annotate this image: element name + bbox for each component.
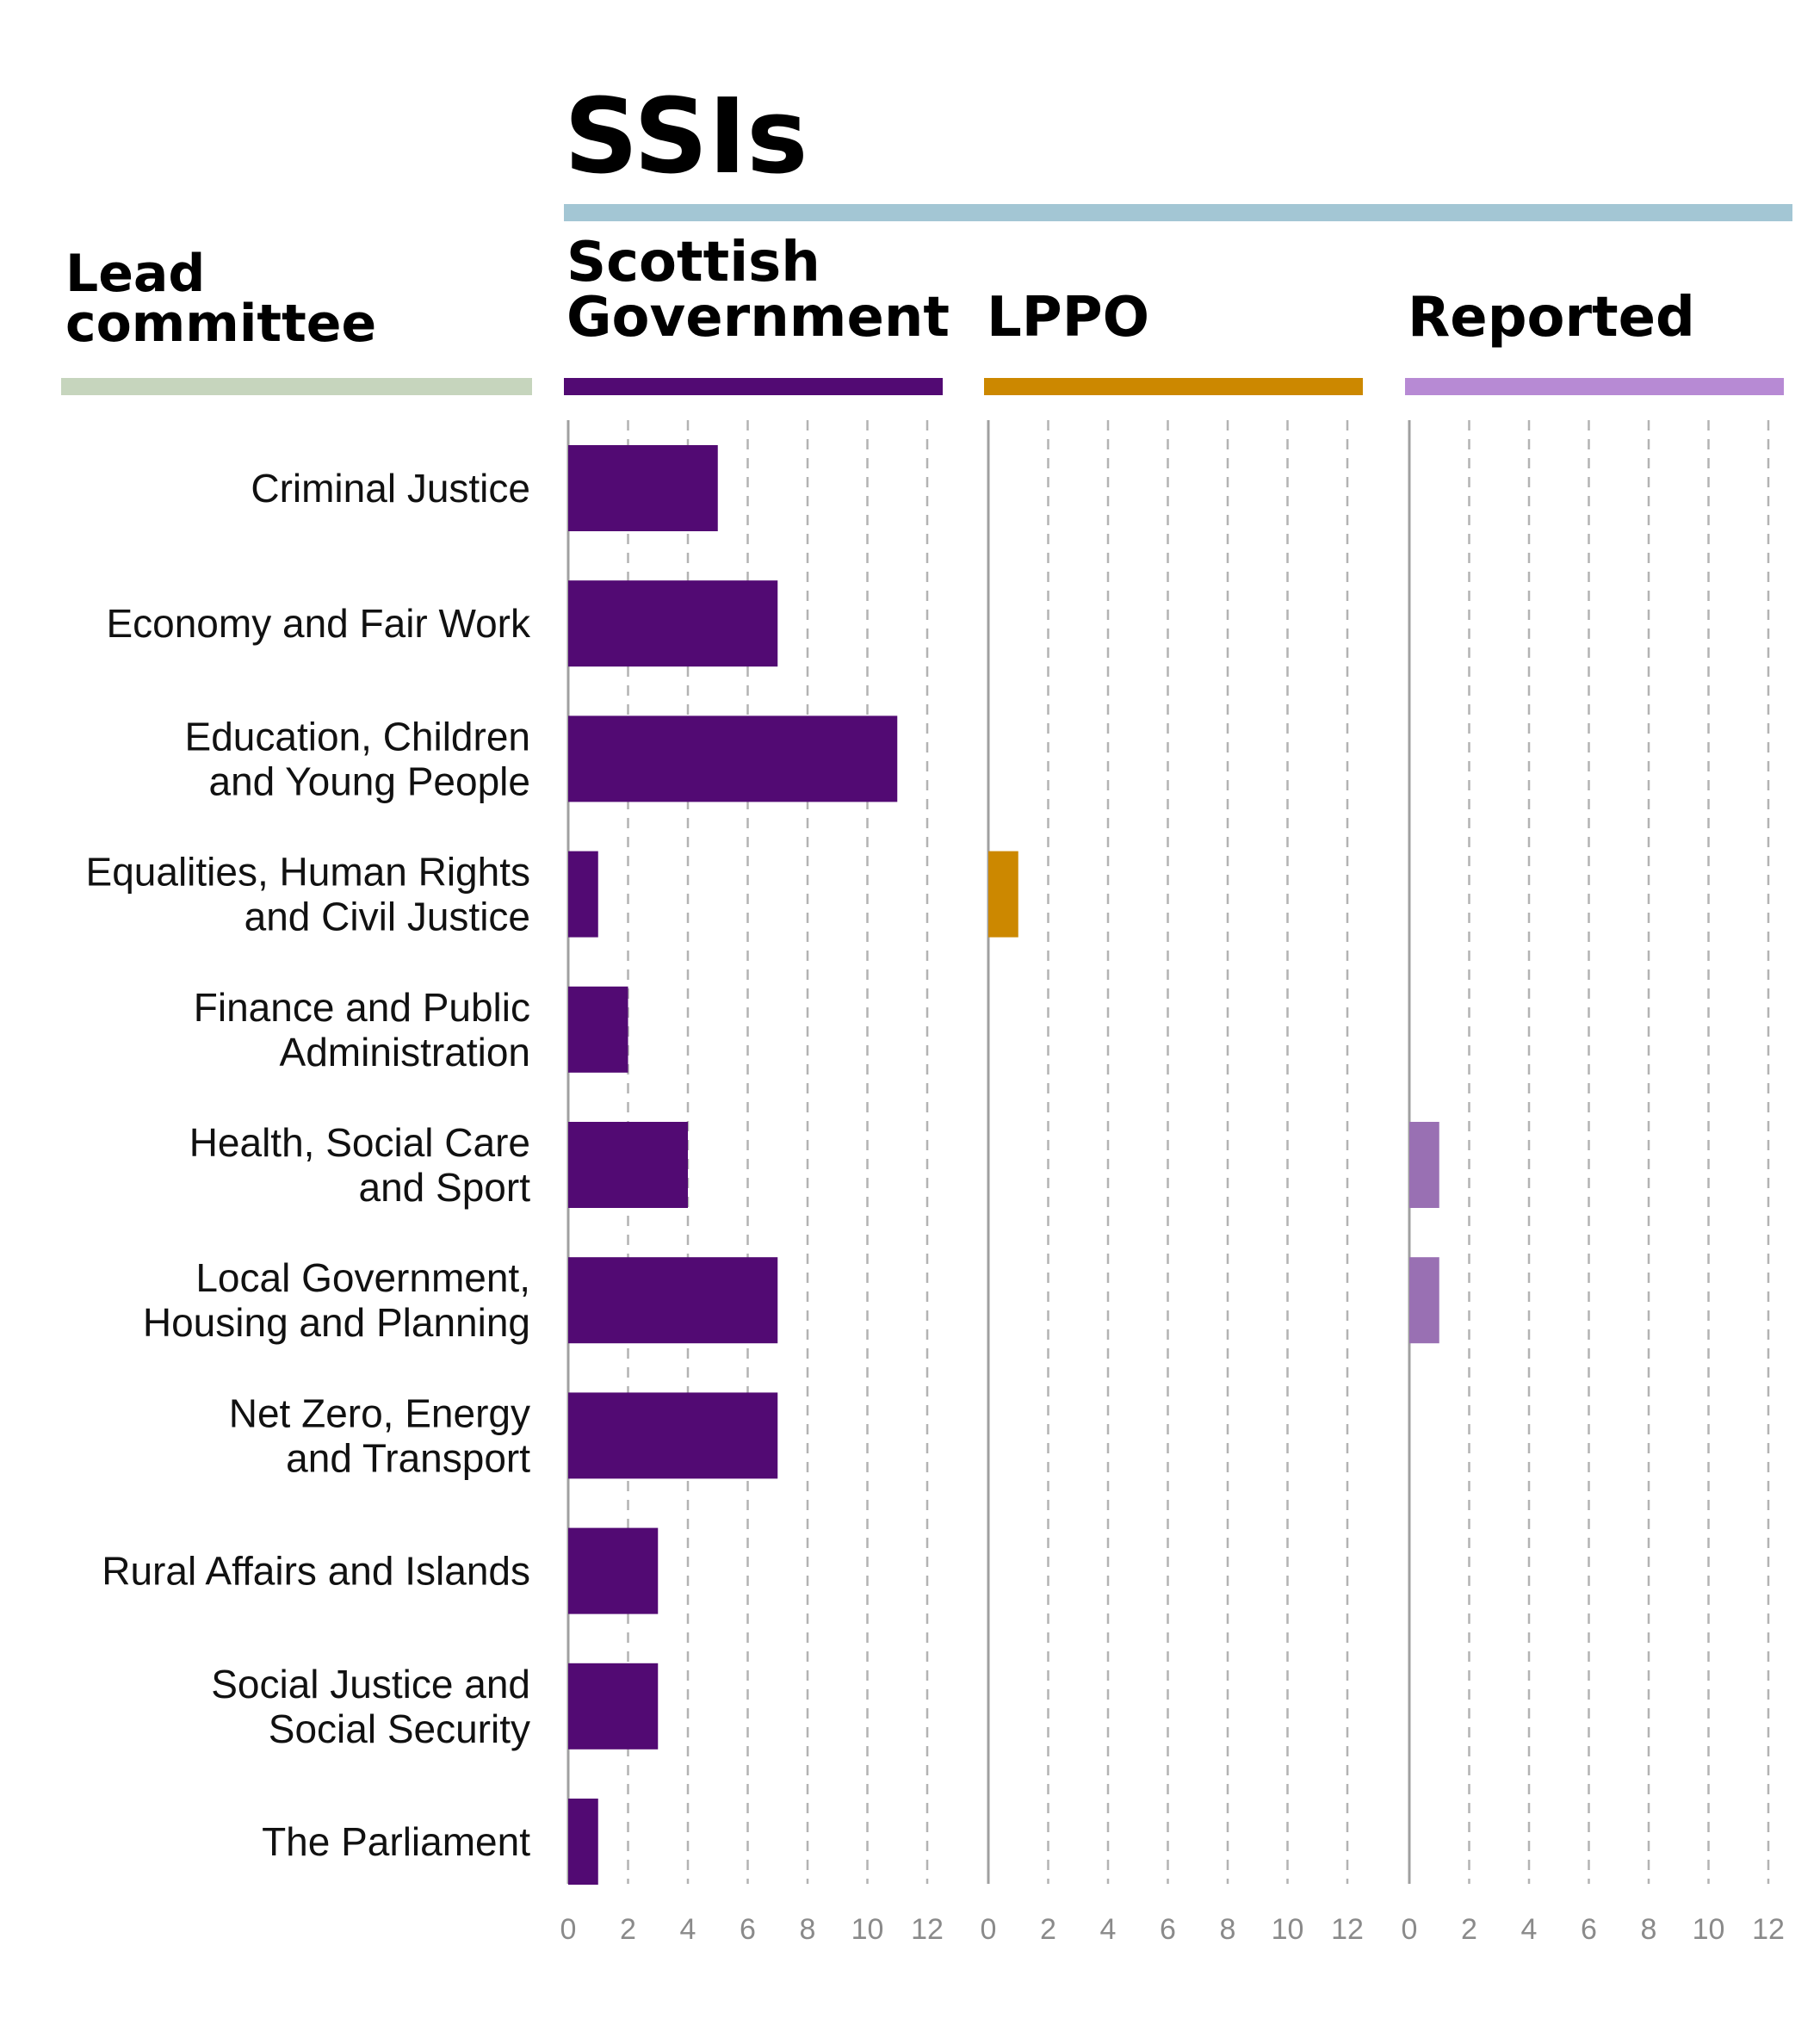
x-tick-label: 6: [1581, 1913, 1597, 1946]
category-header: committee: [65, 294, 376, 354]
category-label: Social Justice and: [211, 1662, 530, 1706]
x-tick-label: 2: [1461, 1913, 1477, 1946]
category-header-rule: [61, 378, 532, 395]
x-tick-label: 8: [800, 1913, 816, 1946]
x-tick-label: 10: [851, 1913, 884, 1946]
series-header-rule: [1405, 378, 1784, 395]
x-tick-label: 8: [1641, 1913, 1657, 1946]
bar: [568, 1527, 659, 1614]
category-label: Criminal Justice: [251, 466, 530, 511]
x-tick-label: 4: [680, 1913, 696, 1946]
bar: [568, 1257, 778, 1344]
series-header-rule: [984, 378, 1363, 395]
category-label: Health, Social Care: [189, 1120, 530, 1165]
bar: [1409, 1122, 1439, 1208]
x-tick-label: 10: [1272, 1913, 1304, 1946]
x-tick-label: 6: [740, 1913, 756, 1946]
x-tick-label: 12: [1331, 1913, 1364, 1946]
bar: [568, 715, 898, 802]
bar: [568, 1122, 688, 1208]
category-label: Net Zero, Energy: [229, 1390, 530, 1435]
bar: [568, 1799, 598, 1885]
chart-title: SSIs: [564, 77, 808, 197]
category-label: Social Security: [269, 1706, 530, 1751]
bar: [568, 986, 628, 1073]
bar: [1409, 1257, 1439, 1344]
category-label: Administration: [280, 1030, 530, 1075]
x-tick-label: 0: [560, 1913, 577, 1946]
bar: [568, 851, 598, 938]
category-header: Lead: [65, 244, 205, 304]
x-tick-label: 0: [981, 1913, 997, 1946]
x-tick-label: 2: [620, 1913, 636, 1946]
category-label: Education, Children: [185, 714, 530, 759]
series-header: Reported: [1408, 286, 1695, 350]
category-label: and Transport: [286, 1435, 530, 1480]
bar: [568, 1663, 659, 1750]
category-label: and Sport: [359, 1165, 531, 1210]
x-tick-label: 8: [1220, 1913, 1236, 1946]
bar: [988, 851, 1018, 938]
series-header-rule: [564, 378, 943, 395]
x-tick-label: 0: [1402, 1913, 1418, 1946]
series-header: Government: [566, 286, 950, 350]
category-label: Economy and Fair Work: [106, 601, 531, 646]
x-tick-label: 2: [1040, 1913, 1056, 1946]
category-label: and Civil Justice: [245, 895, 530, 939]
x-tick-label: 12: [1752, 1913, 1785, 1946]
category-label: Local Government,: [195, 1255, 530, 1300]
x-tick-label: 10: [1693, 1913, 1725, 1946]
series-header: Scottish: [566, 231, 820, 294]
category-label: and Young People: [208, 759, 530, 803]
bar: [568, 445, 718, 531]
x-tick-label: 4: [1100, 1913, 1117, 1946]
bar: [568, 580, 778, 667]
title-rule: [564, 204, 1792, 221]
series-header: LPPO: [987, 286, 1149, 350]
category-label: Finance and Public: [194, 985, 530, 1030]
category-label: Housing and Planning: [143, 1300, 530, 1345]
x-tick-label: 12: [911, 1913, 944, 1946]
x-tick-label: 6: [1160, 1913, 1176, 1946]
category-label: Equalities, Human Rights: [86, 850, 530, 895]
x-tick-label: 4: [1521, 1913, 1538, 1946]
category-label: Rural Affairs and Islands: [102, 1549, 530, 1594]
category-label: The Parliament: [262, 1819, 530, 1864]
bar: [568, 1392, 778, 1479]
